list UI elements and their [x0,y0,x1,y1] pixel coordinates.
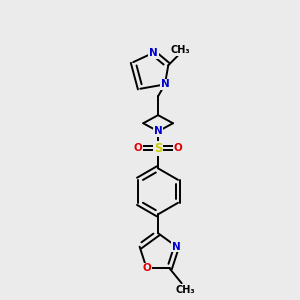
Text: O: O [134,143,142,153]
Text: S: S [154,142,162,154]
Text: O: O [142,263,151,273]
Text: CH₃: CH₃ [171,45,190,55]
Text: N: N [172,242,181,252]
Text: CH₃: CH₃ [176,285,196,295]
Text: N: N [154,126,163,136]
Text: N: N [149,48,158,58]
Text: N: N [160,80,169,89]
Text: O: O [174,143,182,153]
